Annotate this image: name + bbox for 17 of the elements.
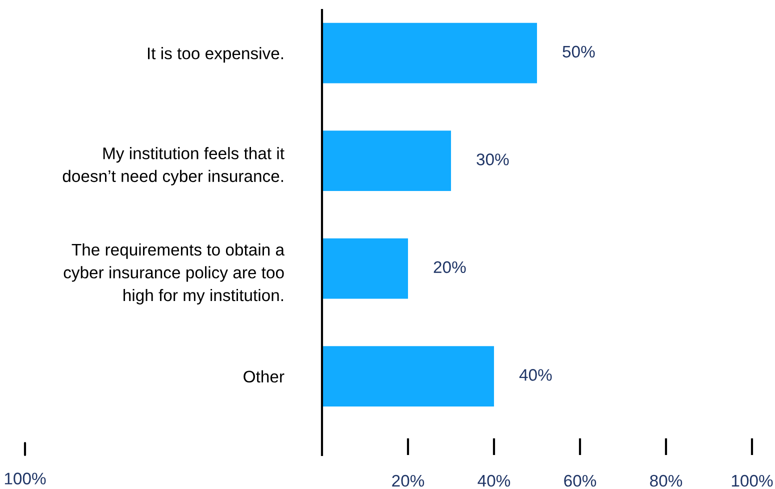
y-tick-label: My institution feels that it doesn’t need cyber insurance. [62, 147, 284, 186]
x-tick-label: 60% [564, 474, 596, 487]
data-label: 40% [519, 369, 552, 381]
x-tick-label: 20% [392, 474, 424, 487]
bar [322, 130, 451, 192]
bar [322, 346, 494, 407]
y-tick-label: The requirements to obtain a cyber insurance policy are too high for my institution. [64, 243, 285, 304]
y-tick-label: Other [244, 370, 284, 383]
data-label: 50% [562, 46, 595, 58]
x-tick-label: 80% [650, 474, 682, 487]
x-tick-label: 100% [732, 474, 773, 487]
bar [322, 22, 537, 84]
x-tick-label: 40% [478, 474, 510, 487]
data-label: 20% [434, 261, 466, 274]
bar [322, 238, 408, 299]
data-label: 30% [476, 154, 509, 166]
y-tick-label: It is too expensive. [148, 47, 283, 63]
